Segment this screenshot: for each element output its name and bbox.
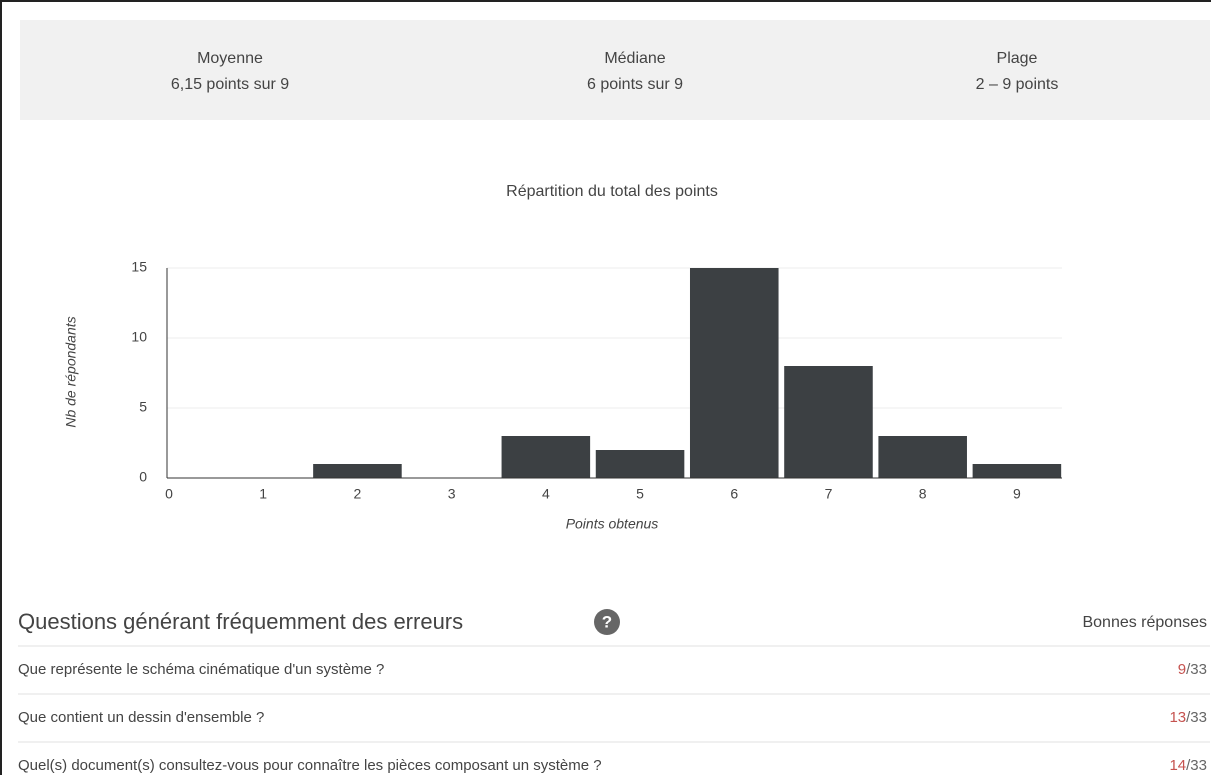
question-text: Que représente le schéma cinématique d'u… <box>18 661 384 678</box>
y-axis-label: Nb de répondants <box>63 316 79 427</box>
score: 13/33 <box>1169 709 1207 726</box>
bar <box>313 464 402 478</box>
stats-panel <box>20 20 1210 120</box>
x-tick-label: 2 <box>354 486 362 502</box>
correct-count: 9 <box>1178 661 1186 678</box>
y-tick-label: 5 <box>139 399 147 415</box>
bar <box>784 366 873 478</box>
stat-value: 6,15 points sur 9 <box>171 76 289 93</box>
bar <box>501 436 591 478</box>
total-count: /33 <box>1186 661 1207 678</box>
x-axis-label: Points obtenus <box>566 516 659 532</box>
column-header: Bonnes réponses <box>1082 614 1207 631</box>
y-tick-label: 10 <box>131 329 147 345</box>
bar <box>689 268 779 478</box>
total-count: /33 <box>1186 757 1207 774</box>
x-tick-label: 9 <box>1013 486 1021 502</box>
stat-label: Moyenne <box>197 50 263 67</box>
stat-value: 6 points sur 9 <box>587 76 683 93</box>
x-tick-label: 7 <box>825 486 833 502</box>
help-icon-glyph: ? <box>602 612 612 631</box>
questions-title: Questions générant fréquemment des erreu… <box>18 609 463 634</box>
x-tick-label: 3 <box>448 486 456 502</box>
question-text: Que contient un dessin d'ensemble ? <box>18 709 264 726</box>
x-tick-label: 4 <box>542 486 550 502</box>
x-tick-label: 6 <box>730 486 738 502</box>
help-icon[interactable] <box>594 609 620 635</box>
x-tick-label: 5 <box>636 486 644 502</box>
question-text: Quel(s) document(s) consultez-vous pour … <box>18 757 602 774</box>
bar <box>595 450 685 478</box>
stat-label: Médiane <box>604 50 665 67</box>
bar <box>972 464 1062 478</box>
chart-title: Répartition du total des points <box>506 183 718 200</box>
y-tick-label: 15 <box>131 259 147 275</box>
x-tick-label: 0 <box>165 486 173 502</box>
stat-value: 2 – 9 points <box>976 76 1059 93</box>
score: 14/33 <box>1169 757 1207 774</box>
correct-count: 13 <box>1169 709 1186 726</box>
total-count: /33 <box>1186 709 1207 726</box>
score: 9/33 <box>1178 661 1207 678</box>
x-tick-label: 1 <box>259 486 267 502</box>
bar <box>878 436 967 478</box>
correct-count: 14 <box>1169 757 1186 774</box>
y-tick-label: 0 <box>139 469 147 485</box>
stat-label: Plage <box>997 50 1038 67</box>
x-tick-label: 8 <box>919 486 927 502</box>
